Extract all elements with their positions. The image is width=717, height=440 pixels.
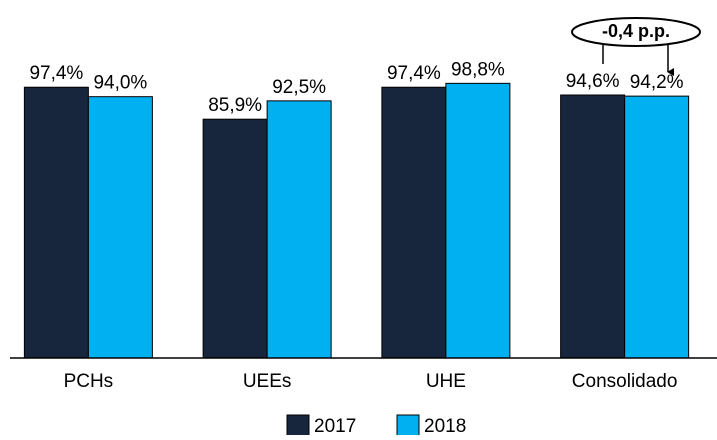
legend-label: 2017 [314, 416, 356, 435]
legend-swatch [286, 414, 310, 438]
value-label: 92,5% [272, 77, 326, 98]
x-tick-label: UEEs [243, 371, 292, 392]
value-label: 94,2% [630, 72, 684, 93]
value-label: 94,6% [566, 71, 620, 92]
bar [23, 86, 89, 359]
value-label: 85,9% [208, 95, 262, 116]
value-label: 94,0% [93, 73, 147, 94]
x-tick-label: Consolidado [572, 371, 678, 392]
annotation: -0,4 p.p. [602, 21, 670, 41]
x-tick-label: PCHs [64, 371, 114, 392]
bar [624, 95, 690, 359]
bar [87, 96, 153, 359]
x-tick-label: UHE [426, 371, 466, 392]
annotation-oval [571, 17, 701, 47]
legend-label: 2018 [424, 416, 466, 435]
bar [266, 100, 332, 359]
value-label: 98,8% [451, 59, 505, 80]
bar [202, 118, 268, 359]
value-label: 97,4% [387, 63, 441, 84]
legend-swatch [396, 414, 420, 438]
value-label: 97,4% [29, 63, 83, 84]
bar [445, 82, 511, 359]
bar [381, 86, 447, 359]
bar [560, 94, 626, 359]
